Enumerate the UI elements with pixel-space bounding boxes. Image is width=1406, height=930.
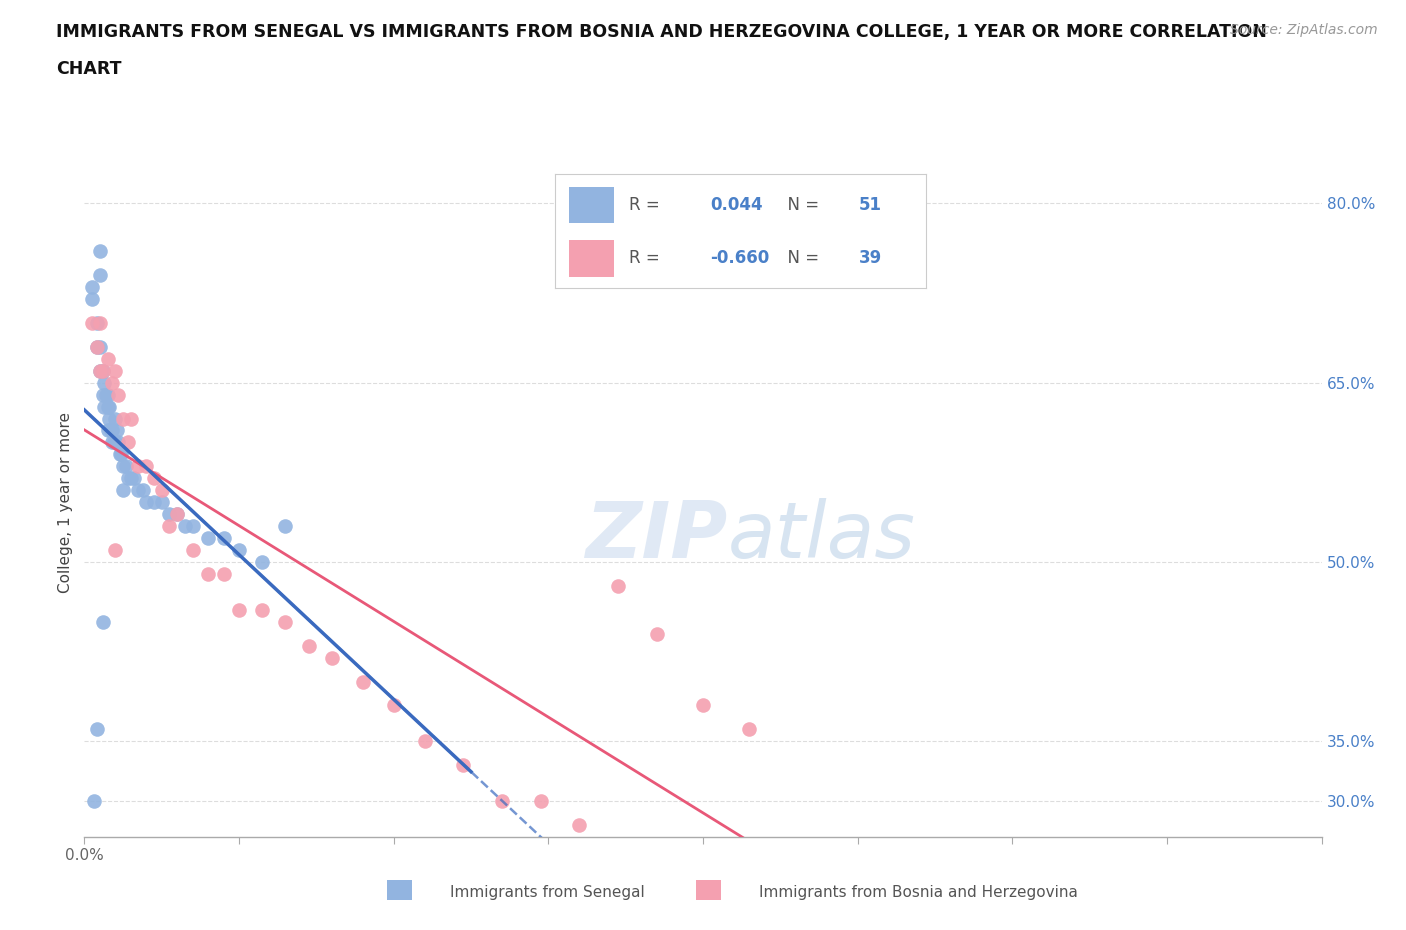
FancyBboxPatch shape bbox=[696, 880, 721, 900]
Point bbox=[110, 447, 132, 462]
Point bbox=[86, 339, 108, 354]
Point bbox=[91, 615, 114, 630]
Point bbox=[91, 364, 114, 379]
Point bbox=[108, 447, 131, 462]
Point bbox=[453, 758, 475, 773]
Point bbox=[98, 411, 121, 426]
Point bbox=[117, 435, 139, 450]
Point bbox=[91, 387, 114, 402]
Point bbox=[97, 399, 120, 414]
Point bbox=[97, 423, 120, 438]
Point bbox=[105, 423, 128, 438]
Point bbox=[298, 638, 321, 653]
Point bbox=[128, 458, 150, 473]
Point bbox=[212, 566, 235, 581]
Point bbox=[83, 793, 105, 808]
Point bbox=[91, 364, 114, 379]
Point bbox=[82, 315, 104, 330]
Point bbox=[103, 435, 125, 450]
Point bbox=[120, 471, 142, 485]
Point bbox=[174, 519, 197, 534]
Point bbox=[181, 519, 204, 534]
Point bbox=[321, 650, 343, 665]
Point bbox=[98, 399, 121, 414]
Point bbox=[112, 458, 135, 473]
Text: CHART: CHART bbox=[56, 60, 122, 78]
Point bbox=[100, 423, 122, 438]
Point bbox=[112, 411, 135, 426]
FancyBboxPatch shape bbox=[387, 880, 412, 900]
Point bbox=[117, 471, 139, 485]
Point bbox=[166, 507, 188, 522]
Point bbox=[150, 495, 173, 510]
Point bbox=[104, 411, 127, 426]
Point bbox=[607, 578, 630, 593]
Point bbox=[212, 531, 235, 546]
Point bbox=[143, 495, 166, 510]
Point bbox=[93, 399, 115, 414]
Point bbox=[568, 817, 591, 832]
Text: Immigrants from Senegal: Immigrants from Senegal bbox=[450, 885, 645, 900]
Point bbox=[274, 615, 297, 630]
Point bbox=[97, 387, 120, 402]
Point bbox=[197, 531, 219, 546]
Point bbox=[101, 435, 124, 450]
Point bbox=[93, 375, 115, 390]
Point bbox=[112, 483, 135, 498]
Point bbox=[89, 244, 111, 259]
Point bbox=[86, 339, 108, 354]
Point bbox=[352, 674, 374, 689]
Point bbox=[228, 603, 250, 618]
Text: Immigrants from Bosnia and Herzegovina: Immigrants from Bosnia and Herzegovina bbox=[759, 885, 1078, 900]
Point bbox=[104, 435, 127, 450]
Point bbox=[94, 387, 117, 402]
Point bbox=[228, 542, 250, 557]
Point bbox=[274, 519, 297, 534]
Text: IMMIGRANTS FROM SENEGAL VS IMMIGRANTS FROM BOSNIA AND HERZEGOVINA COLLEGE, 1 YEA: IMMIGRANTS FROM SENEGAL VS IMMIGRANTS FR… bbox=[56, 23, 1267, 41]
Point bbox=[197, 566, 219, 581]
Point bbox=[89, 315, 111, 330]
Text: atlas: atlas bbox=[728, 498, 915, 574]
Point bbox=[89, 364, 111, 379]
Point bbox=[101, 423, 124, 438]
Point bbox=[530, 793, 553, 808]
Point bbox=[150, 483, 173, 498]
Point bbox=[132, 483, 155, 498]
Point bbox=[159, 519, 181, 534]
Text: Source: ZipAtlas.com: Source: ZipAtlas.com bbox=[1230, 23, 1378, 37]
Point bbox=[143, 471, 166, 485]
Point bbox=[166, 507, 188, 522]
Point bbox=[252, 603, 274, 618]
Point bbox=[135, 458, 157, 473]
Point bbox=[104, 364, 127, 379]
Point bbox=[89, 364, 111, 379]
Point bbox=[82, 291, 104, 306]
Point bbox=[252, 554, 274, 569]
Point bbox=[115, 458, 138, 473]
Point bbox=[382, 698, 405, 713]
Point bbox=[107, 387, 129, 402]
Point bbox=[101, 375, 124, 390]
Point bbox=[159, 507, 181, 522]
Point bbox=[107, 435, 129, 450]
Point bbox=[128, 483, 150, 498]
Point bbox=[413, 734, 436, 749]
Point bbox=[86, 315, 108, 330]
Point bbox=[89, 339, 111, 354]
Text: ZIP: ZIP bbox=[585, 498, 728, 574]
Y-axis label: College, 1 year or more: College, 1 year or more bbox=[58, 412, 73, 592]
Point bbox=[181, 542, 204, 557]
Point bbox=[692, 698, 714, 713]
Point bbox=[82, 280, 104, 295]
Point bbox=[135, 495, 157, 510]
Point bbox=[122, 471, 145, 485]
Point bbox=[738, 722, 761, 737]
Point bbox=[89, 268, 111, 283]
Point bbox=[104, 542, 127, 557]
Point bbox=[491, 793, 513, 808]
Point bbox=[97, 352, 120, 366]
Point bbox=[86, 722, 108, 737]
Point bbox=[645, 626, 668, 641]
Point bbox=[120, 411, 142, 426]
